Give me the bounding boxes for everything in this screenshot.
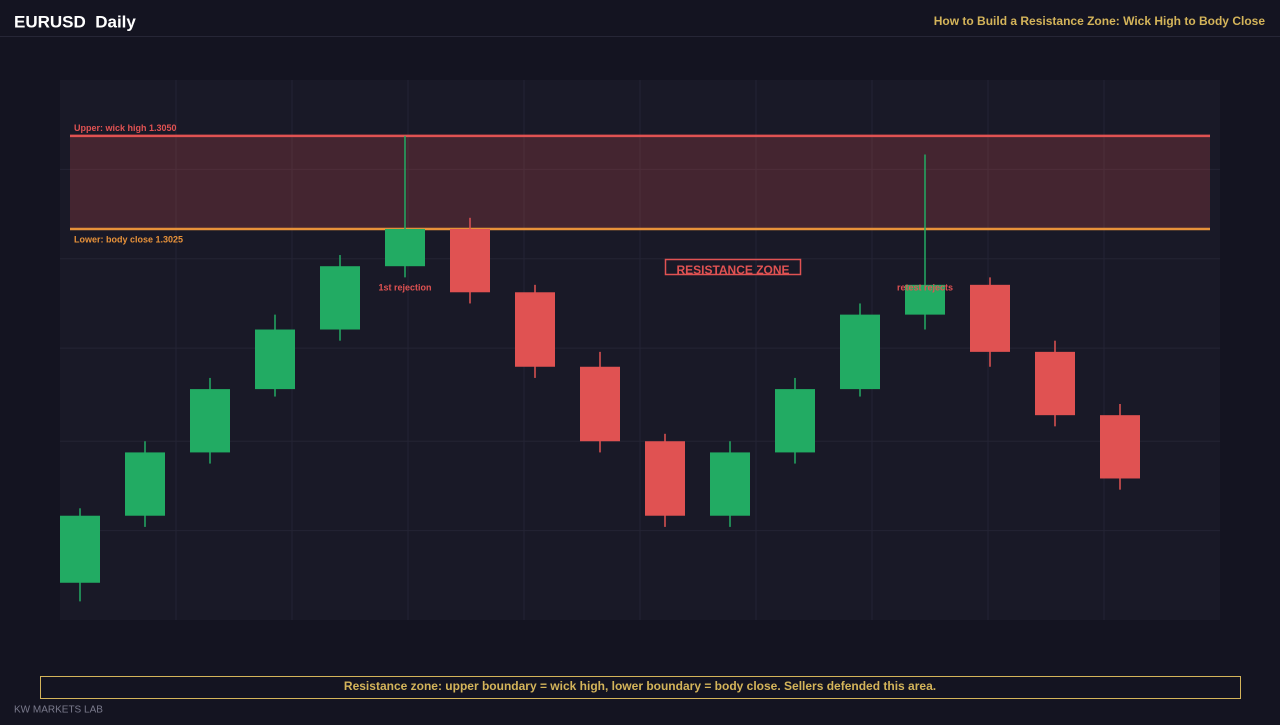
chart-title: EURUSD Daily <box>14 12 136 31</box>
candle-body <box>1035 351 1075 416</box>
caption: Resistance zone: upper boundary = wick h… <box>344 679 936 693</box>
candle-body <box>970 284 1010 352</box>
candle-body <box>450 228 490 293</box>
candle-body <box>255 329 295 390</box>
candle-body <box>775 389 815 453</box>
chart-subtitle: How to Build a Resistance Zone: Wick Hig… <box>934 14 1266 28</box>
candle-group <box>60 135 1140 602</box>
zone-label-box <box>664 258 802 276</box>
zone-label: RESISTANCE ZONE <box>676 263 789 277</box>
candle-body <box>385 228 425 267</box>
zone-group: Upper: wick high 1.3050 Lower: body close… <box>70 123 1210 277</box>
annotation: 1st rejection <box>378 282 431 292</box>
candle-body <box>515 292 555 367</box>
candle-body <box>1100 415 1140 479</box>
annotation-group: 1st rejection retest rejects <box>378 282 953 292</box>
candle-body <box>320 266 360 330</box>
candle-body <box>840 314 880 390</box>
zone-lower-label: Lower: body close 1.3025 <box>74 234 183 244</box>
annotation: retest rejects <box>897 282 953 292</box>
candle-body <box>60 515 100 583</box>
candle-body <box>905 284 945 315</box>
candle-body <box>190 389 230 453</box>
candle-body <box>710 452 750 516</box>
caption-box <box>40 676 1241 699</box>
brand: KW MARKETS LAB <box>14 705 103 716</box>
zone-band <box>70 135 1210 229</box>
candle-body <box>645 441 685 516</box>
zone-upper-label: Upper: wick high 1.3050 <box>74 123 177 133</box>
candle-body <box>125 452 165 516</box>
grid-group <box>60 168 1220 532</box>
candle-body <box>580 366 620 442</box>
